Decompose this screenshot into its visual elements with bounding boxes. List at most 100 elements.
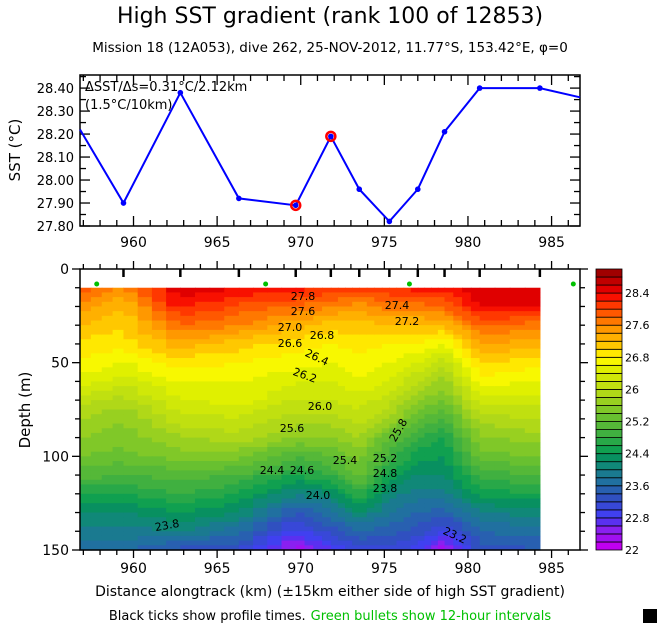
- temperature-cell: [180, 484, 196, 490]
- temperature-cell: [151, 503, 167, 509]
- temperature-cell: [112, 423, 125, 429]
- temperature-cell: [209, 325, 225, 331]
- temperature-cell: [80, 348, 92, 354]
- temperature-cell: [366, 475, 375, 481]
- temperature-cell: [209, 535, 225, 542]
- temperature-cell: [345, 489, 353, 495]
- temperature-cell: [209, 489, 225, 495]
- temperature-cell: [403, 325, 412, 331]
- colorbar-swatch: [595, 389, 623, 398]
- temperature-cell: [313, 451, 323, 457]
- temperature-cell: [313, 343, 323, 350]
- temperature-cell: [352, 503, 360, 509]
- temperature-cell: [166, 367, 181, 373]
- temperature-cell: [524, 475, 541, 481]
- temperature-cell: [137, 343, 153, 350]
- temperature-cell: [389, 535, 398, 542]
- temperature-cell: [431, 315, 439, 322]
- temperature-cell: [101, 493, 114, 500]
- colorbar-swatch: [595, 332, 623, 342]
- temperature-cell: [470, 540, 481, 546]
- temperature-cell: [359, 343, 368, 350]
- colorbar-swatch: [595, 517, 623, 527]
- temperature-cell: [123, 432, 139, 439]
- temperature-cell: [80, 442, 92, 448]
- temperature-cell: [80, 353, 92, 359]
- temperature-cell: [352, 297, 360, 303]
- temperature-cell: [209, 353, 225, 359]
- temperature-cell: [304, 493, 314, 500]
- temperature-cell: [112, 475, 125, 481]
- temperature-cell: [337, 432, 346, 439]
- temperature-cell: [396, 489, 405, 495]
- temperature-cell: [431, 484, 439, 490]
- temperature-cell: [352, 381, 360, 387]
- temperature-cell: [479, 357, 496, 364]
- temperature-cell: [462, 381, 472, 387]
- temperature-cell: [437, 381, 446, 387]
- temperature-cell: [123, 512, 139, 518]
- temperature-cell: [209, 357, 225, 364]
- temperature-cell: [396, 311, 405, 317]
- temperature-cell: [123, 475, 139, 481]
- temperature-cell: [90, 287, 103, 294]
- temperature-cell: [437, 320, 446, 326]
- temperature-cell: [112, 470, 125, 476]
- temperature-cell: [410, 470, 419, 476]
- temperature-cell: [166, 376, 181, 382]
- temperature-cell: [295, 531, 306, 537]
- temperature-cell: [424, 287, 432, 294]
- temperature-cell: [137, 334, 153, 340]
- temperature-cell: [224, 540, 240, 546]
- temperature-cell: [470, 418, 481, 425]
- temperature-cell: [479, 507, 496, 514]
- temperature-cell: [396, 301, 405, 308]
- temperature-cell: [444, 348, 454, 354]
- temperature-cell: [337, 367, 346, 373]
- temperature-cell: [389, 343, 398, 350]
- temperature-cell: [359, 348, 368, 354]
- temperature-cell: [462, 423, 472, 429]
- temperature-cell: [90, 418, 103, 425]
- temperature-cell: [359, 353, 368, 359]
- temperature-cell: [224, 545, 240, 551]
- temperature-cell: [524, 512, 541, 518]
- temperature-cell: [224, 507, 240, 514]
- temperature-cell: [151, 428, 167, 434]
- temperature-cell: [410, 437, 419, 443]
- temperature-cell: [352, 395, 360, 401]
- temperature-cell: [337, 465, 346, 471]
- temperature-cell: [462, 517, 472, 523]
- temperature-cell: [424, 390, 432, 397]
- temperature-cell: [509, 414, 526, 420]
- temperature-cell: [253, 414, 268, 420]
- temperature-cell: [381, 390, 390, 397]
- temperature-cell: [238, 489, 254, 495]
- temperature-cell: [313, 432, 323, 439]
- temperature-cell: [453, 311, 463, 317]
- temperature-cell: [444, 484, 454, 490]
- temperature-cell: [253, 362, 268, 368]
- temperature-cell: [101, 315, 114, 322]
- temperature-cell: [166, 540, 181, 546]
- temperature-cell: [166, 353, 181, 359]
- temperature-cell: [374, 376, 383, 382]
- temperature-cell: [352, 535, 360, 542]
- temperature-cell: [194, 540, 211, 546]
- temperature-cell: [479, 311, 496, 317]
- temperature-cell: [238, 297, 254, 303]
- temperature-cell: [424, 451, 432, 457]
- temperature-cell: [431, 348, 439, 354]
- temperature-cell: [123, 390, 139, 397]
- temperature-cell: [194, 456, 211, 462]
- temperature-cell: [180, 395, 196, 401]
- temperature-cell: [295, 521, 306, 528]
- temperature-cell: [453, 325, 463, 331]
- temperature-cell: [396, 535, 405, 542]
- temperature-cell: [209, 493, 225, 500]
- temperature-cell: [180, 446, 196, 453]
- temperature-cell: [479, 531, 496, 537]
- temperature-cell: [431, 409, 439, 415]
- sst-y-tick-label: 28.00: [37, 174, 74, 189]
- temperature-cell: [253, 489, 268, 495]
